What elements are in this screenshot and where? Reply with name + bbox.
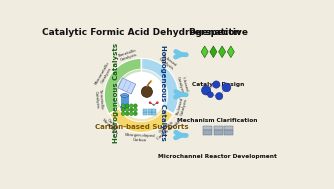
Bar	[143, 112, 147, 115]
Text: Ru-based
Catalysts: Ru-based Catalysts	[176, 97, 189, 116]
Circle shape	[201, 86, 211, 95]
Circle shape	[129, 112, 133, 115]
Bar	[214, 126, 223, 130]
Polygon shape	[227, 46, 234, 58]
Circle shape	[129, 108, 133, 112]
Polygon shape	[219, 46, 225, 58]
Text: Graphitic
Carbon Nitride: Graphitic Carbon Nitride	[154, 117, 181, 141]
Text: Monometallic
Catalysts: Monometallic Catalysts	[94, 61, 115, 88]
Circle shape	[215, 93, 223, 100]
Circle shape	[121, 112, 125, 115]
Wedge shape	[119, 107, 164, 122]
Bar	[152, 112, 156, 115]
Text: Carbon-based Supports: Carbon-based Supports	[95, 124, 189, 130]
Circle shape	[156, 101, 159, 104]
Ellipse shape	[121, 94, 129, 97]
Text: Trimetallic
Catalysts: Trimetallic Catalysts	[94, 89, 104, 110]
Wedge shape	[141, 69, 168, 108]
Circle shape	[125, 112, 129, 115]
Circle shape	[150, 80, 152, 82]
Text: Heterogeneous Catalysts: Heterogeneous Catalysts	[113, 43, 119, 143]
Circle shape	[222, 83, 231, 92]
Bar	[214, 130, 223, 136]
Text: Microchannel Reactor Development: Microchannel Reactor Development	[158, 154, 277, 159]
Text: Homogeneous Catalysts: Homogeneous Catalysts	[160, 45, 166, 140]
Circle shape	[129, 104, 133, 108]
Text: Catalyst Design: Catalyst Design	[192, 82, 244, 87]
Text: Catalytic Formic Acid Dehydrogenation: Catalytic Formic Acid Dehydrogenation	[42, 28, 241, 37]
Bar	[224, 130, 233, 136]
Circle shape	[141, 86, 152, 97]
Text: Nitrogen-doped
Carbon: Nitrogen-doped Carbon	[124, 133, 155, 143]
Bar	[224, 126, 233, 130]
Text: Carbon
Nanofibers: Carbon Nanofibers	[101, 115, 122, 136]
Wedge shape	[104, 58, 141, 114]
Text: Mechanism Clarification: Mechanism Clarification	[177, 118, 258, 123]
Wedge shape	[115, 69, 141, 108]
Ellipse shape	[121, 105, 129, 109]
Bar	[148, 112, 152, 115]
Text: Perspective: Perspective	[188, 28, 248, 37]
Text: Bimetallic
Catalysts: Bimetallic Catalysts	[118, 48, 139, 62]
Bar	[148, 109, 152, 112]
Bar	[121, 95, 129, 107]
Circle shape	[125, 108, 129, 112]
Circle shape	[118, 72, 164, 119]
Polygon shape	[118, 78, 136, 94]
Circle shape	[121, 104, 125, 108]
Circle shape	[134, 104, 137, 108]
Circle shape	[213, 81, 220, 88]
Circle shape	[134, 108, 137, 112]
Polygon shape	[210, 46, 217, 58]
Circle shape	[125, 104, 129, 108]
Circle shape	[153, 104, 155, 106]
Circle shape	[134, 112, 137, 115]
Wedge shape	[141, 58, 178, 114]
Bar	[203, 126, 212, 130]
Circle shape	[207, 92, 213, 98]
Bar	[152, 109, 156, 112]
Circle shape	[149, 101, 151, 104]
Wedge shape	[109, 108, 173, 132]
Polygon shape	[201, 46, 208, 58]
Text: Ir-based
Catalysts: Ir-based Catalysts	[176, 75, 189, 94]
Bar	[143, 109, 147, 112]
Text: Fe-based
Catalysts: Fe-based Catalysts	[158, 53, 177, 71]
Circle shape	[121, 108, 125, 112]
Bar	[203, 130, 212, 136]
